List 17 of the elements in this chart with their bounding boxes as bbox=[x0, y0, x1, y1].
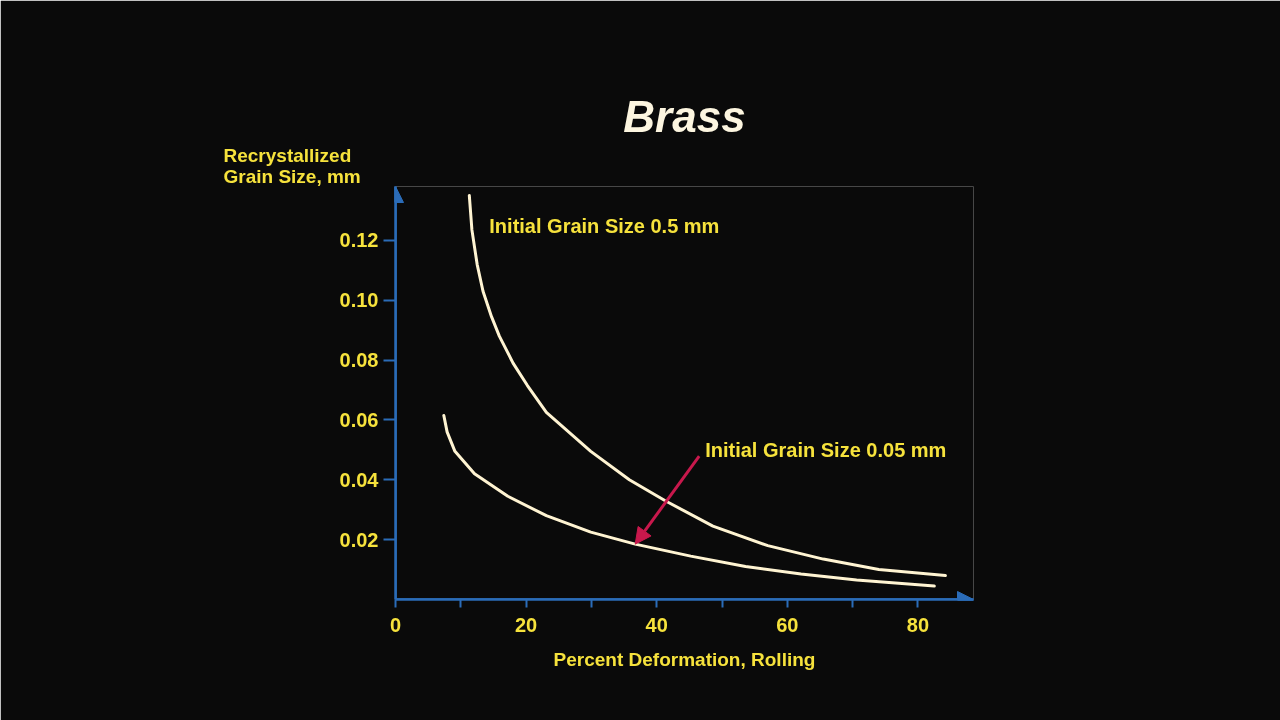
line-series bbox=[467, 193, 947, 578]
y-tick-label: 0.06 bbox=[339, 408, 379, 431]
y-tick-label: 0.08 bbox=[339, 349, 379, 372]
series-label: Initial Grain Size 0.5 mm bbox=[489, 215, 720, 238]
y-tick-label: 0.10 bbox=[339, 289, 379, 312]
annotation: Initial Grain Size 0.05 mm bbox=[705, 439, 947, 462]
y-axis-title: Recrystallized Grain Size, mm bbox=[223, 144, 361, 187]
x-tick-label: 20 bbox=[515, 613, 538, 636]
y-tick-label: 0.04 bbox=[339, 468, 380, 491]
x-tick-label: 40 bbox=[645, 613, 668, 636]
x-tick-label: 80 bbox=[906, 613, 930, 636]
x-tick-label: 0 bbox=[389, 613, 402, 636]
y-tick-label: 0.02 bbox=[339, 528, 379, 551]
x-axis-title: Percent Deformation, Rolling bbox=[553, 648, 816, 670]
chart-title: Brass bbox=[623, 91, 746, 141]
x-tick-label: 60 bbox=[776, 613, 799, 636]
y-tick-label: 0.12 bbox=[339, 229, 379, 252]
